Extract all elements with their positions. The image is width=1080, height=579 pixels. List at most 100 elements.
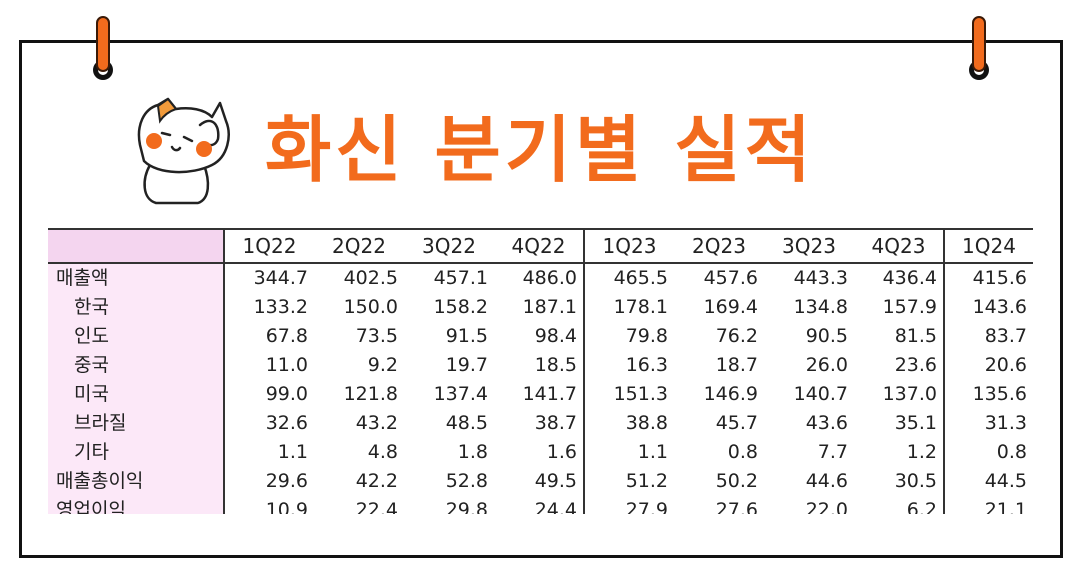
table-cell: 7.7 — [817, 441, 848, 463]
table-cell: 19.7 — [445, 354, 488, 376]
header-corner-cell — [48, 228, 225, 264]
cat-mascot-icon — [137, 97, 230, 205]
table-row: 인도 67.8 73.5 91.5 98.4 79.8 76.2 90.5 81.5 83.7 — [48, 322, 1033, 351]
table-cell: 90.5 — [805, 325, 848, 347]
table-cell: 51.2 — [625, 470, 668, 492]
table-row: 미국 99.0 121.8 137.4 141.7 151.3 146.9 140.7 137.… — [48, 380, 1033, 409]
table-cell: 415.6 — [972, 267, 1027, 289]
table-cell: 457.6 — [703, 267, 758, 289]
page-title: 화신 분기별 실적 — [265, 108, 815, 192]
table-cell: 133.2 — [253, 296, 308, 318]
table-cell: 1.8 — [457, 441, 488, 463]
table-row: 매출액 344.7 402.5 457.1 486.0 465.5 457.6 443.3 43… — [48, 263, 1033, 293]
table-cell: 465.5 — [613, 267, 668, 289]
table-cell: 1.6 — [494, 438, 585, 467]
table-cell: 0.8 — [996, 441, 1027, 463]
table-cell: 4.8 — [367, 441, 398, 463]
table-cell: 143.6 — [972, 296, 1027, 318]
header-2q23: 2Q23 — [674, 228, 764, 264]
header-3q23: 3Q23 — [764, 228, 854, 264]
row-label: 한국 — [48, 293, 225, 322]
table-cell: 20.6 — [984, 354, 1027, 376]
table-cell: 137.0 — [854, 380, 945, 409]
table-cell: 169.4 — [703, 296, 758, 318]
table-cell: 48.5 — [445, 412, 488, 434]
table-cell: 35.1 — [854, 409, 945, 438]
header-4q23: 4Q23 — [854, 228, 945, 264]
table-cell: 27.9 — [625, 499, 668, 521]
table-header-row: 1Q22 2Q22 3Q22 4Q22 1Q23 2Q23 3Q23 4Q23 … — [48, 228, 1033, 264]
table-cell: 344.7 — [253, 267, 308, 289]
table-cell: 50.2 — [715, 470, 758, 492]
table-cell: 22.0 — [805, 499, 848, 521]
table-row: 중국 11.0 9.2 19.7 18.5 16.3 18.7 26.0 23.6 20.6 — [48, 351, 1033, 380]
table-cell: 486.0 — [494, 263, 585, 293]
table-cell: 146.9 — [703, 383, 758, 405]
table-cell: 18.5 — [494, 351, 585, 380]
table-cell: 18.7 — [715, 354, 758, 376]
table-cell: 16.3 — [625, 354, 668, 376]
table-cell: 1.2 — [854, 438, 945, 467]
table-cell: 52.8 — [445, 470, 488, 492]
table-cell: 27.6 — [715, 499, 758, 521]
table-cell: 67.8 — [265, 325, 308, 347]
row-label: 매출총이익 — [48, 467, 225, 496]
table-cell: 157.9 — [854, 293, 945, 322]
table-cell: 26.0 — [805, 354, 848, 376]
table-cell: 11.0 — [265, 354, 308, 376]
table-cell: 141.7 — [494, 380, 585, 409]
row-label: 영업이익 — [48, 496, 225, 525]
table-cell: 38.8 — [625, 412, 668, 434]
table-cell: 44.5 — [984, 470, 1027, 492]
table-cell: 457.1 — [433, 267, 488, 289]
left-pushpin-icon — [93, 16, 113, 86]
table-cell: 9.2 — [367, 354, 398, 376]
table-cell: 151.3 — [613, 383, 668, 405]
table-row: 브라질 32.6 43.2 48.5 38.7 38.8 45.7 43.6 35.1 31.3 — [48, 409, 1033, 438]
financial-table-container: 1Q22 2Q22 3Q22 4Q22 1Q23 2Q23 3Q23 4Q23 … — [48, 228, 1033, 526]
table-cell: 30.5 — [854, 467, 945, 496]
table-cell: 29.6 — [265, 470, 308, 492]
quarterly-results-table: 1Q22 2Q22 3Q22 4Q22 1Q23 2Q23 3Q23 4Q23 … — [48, 228, 1033, 525]
table-cell: 99.0 — [265, 383, 308, 405]
table-cell: 23.6 — [854, 351, 945, 380]
table-cell: 140.7 — [793, 383, 848, 405]
table-cell: 443.3 — [793, 267, 848, 289]
table-row: 기타 1.1 4.8 1.8 1.6 1.1 0.8 7.7 1.2 0.8 — [48, 438, 1033, 467]
table-cell: 91.5 — [445, 325, 488, 347]
header-4q22: 4Q22 — [494, 228, 585, 264]
table-cell: 402.5 — [343, 267, 398, 289]
table-cell: 83.7 — [984, 325, 1027, 347]
table-cell: 22.4 — [355, 499, 398, 521]
table-cell: 134.8 — [793, 296, 848, 318]
table-cell: 1.1 — [637, 441, 668, 463]
table-cell: 31.3 — [984, 412, 1027, 434]
table-cell: 436.4 — [854, 263, 945, 293]
table-cell: 81.5 — [854, 322, 945, 351]
table-cell: 150.0 — [343, 296, 398, 318]
table-cell: 10.9 — [265, 499, 308, 521]
table-cell: 32.6 — [265, 412, 308, 434]
header-1q23: 1Q23 — [584, 228, 674, 264]
row-label: 미국 — [48, 380, 225, 409]
table-cell: 79.8 — [625, 325, 668, 347]
row-label: 브라질 — [48, 409, 225, 438]
table-cell: 43.6 — [805, 412, 848, 434]
table-cell: 137.4 — [433, 383, 488, 405]
row-label: 중국 — [48, 351, 225, 380]
table-cell: 187.1 — [494, 293, 585, 322]
table-cell: 158.2 — [433, 296, 488, 318]
table-cell: 38.7 — [494, 409, 585, 438]
table-cell: 44.6 — [805, 470, 848, 492]
row-label: 기타 — [48, 438, 225, 467]
table-cell: 49.5 — [494, 467, 585, 496]
table-cell: 6.2 — [854, 496, 945, 525]
table-cell: 121.8 — [343, 383, 398, 405]
header-1q24: 1Q24 — [944, 228, 1033, 264]
table-cell: 1.1 — [277, 441, 308, 463]
header-3q22: 3Q22 — [404, 228, 494, 264]
table-cell: 21.1 — [984, 499, 1027, 521]
table-cell: 98.4 — [494, 322, 585, 351]
table-row: 영업이익 10.9 22.4 29.8 24.4 27.9 27.6 22.0 6.2 21.1 — [48, 496, 1033, 525]
row-label: 인도 — [48, 322, 225, 351]
